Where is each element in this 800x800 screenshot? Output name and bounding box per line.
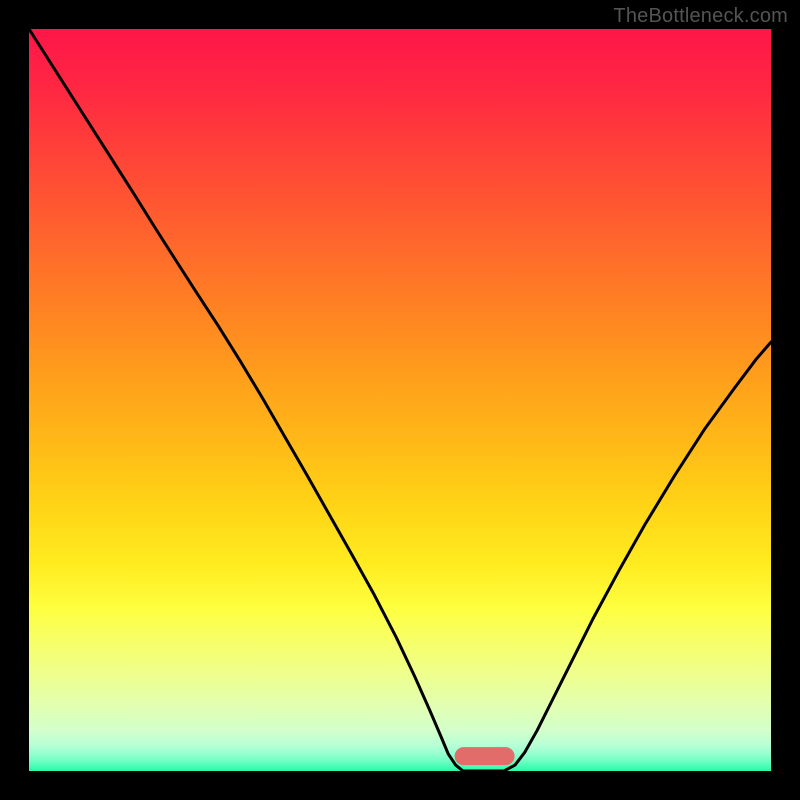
chart-svg — [29, 29, 771, 771]
watermark-text: TheBottleneck.com — [613, 5, 788, 28]
optimal-marker — [455, 747, 515, 765]
chart-background — [29, 29, 771, 771]
